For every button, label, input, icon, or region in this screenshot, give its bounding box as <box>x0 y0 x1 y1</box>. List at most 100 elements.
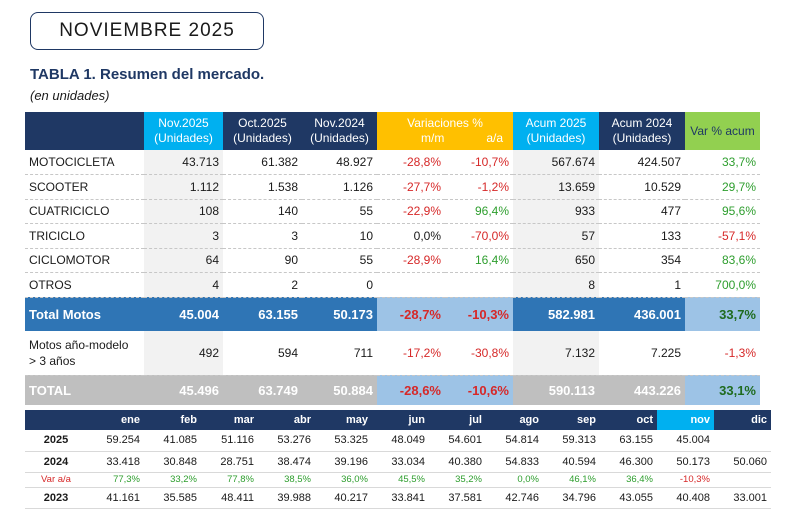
table-cell: 77,3% <box>87 472 144 488</box>
table-cell: 33.001 <box>714 487 771 509</box>
table-cell: 36,4% <box>600 472 657 488</box>
table-cell: 63.155 <box>223 297 302 331</box>
table-cell: Total Motos <box>25 297 144 331</box>
table-cell: 590.113 <box>513 375 599 405</box>
table-cell: oct <box>600 410 657 430</box>
table-cell: SCOOTER <box>25 174 144 200</box>
table-cell: 51.116 <box>201 430 258 452</box>
monthly-header-corner <box>25 410 87 430</box>
table-cell: 46,1% <box>543 472 600 488</box>
table-cell: ago <box>486 410 543 430</box>
table-cell <box>445 272 513 298</box>
table-cell: 45.004 <box>144 297 223 331</box>
table-cell: 140 <box>223 199 302 224</box>
table-cell: 54.601 <box>429 430 486 452</box>
table-cell: 55 <box>302 248 377 273</box>
header-acum2025: Acum 2025 (Unidades) <box>513 112 599 150</box>
table-cell: 33,1% <box>685 375 760 405</box>
table-cell: -70,0% <box>445 223 513 249</box>
table-cell: 63.749 <box>223 375 302 405</box>
monthly-row-2023: 2023 41.161 35.585 48.411 39.988 40.217 … <box>25 487 771 509</box>
table-cell <box>714 472 771 488</box>
table-row: MOTOCICLETA 43.713 61.382 48.927 -28,8% … <box>25 150 760 175</box>
table-cell: Motos año-modelo > 3 años <box>25 331 144 376</box>
table-cell: 54.833 <box>486 451 543 473</box>
table-cell: -1,2% <box>445 174 513 200</box>
table-cell: 43.055 <box>600 487 657 509</box>
table-cell: 29,7% <box>685 174 760 200</box>
table-cell: -57,1% <box>685 223 760 249</box>
table-cell: 4 <box>144 272 223 298</box>
table-cell: 33.034 <box>372 451 429 473</box>
table-cell: 37.581 <box>429 487 486 509</box>
table-cell: 1.126 <box>302 174 377 200</box>
table-cell: -17,2% <box>377 331 445 376</box>
table-cell: 7.225 <box>599 331 685 376</box>
table-cell: 38.474 <box>258 451 315 473</box>
table-cell: 59.313 <box>543 430 600 452</box>
table-cell: 424.507 <box>599 150 685 175</box>
table-cell: 40.217 <box>315 487 372 509</box>
table-cell: 2025 <box>25 430 87 452</box>
table-cell: 477 <box>599 199 685 224</box>
table-cell: 0,0% <box>377 223 445 249</box>
table-cell: TRICICLO <box>25 223 144 249</box>
table-cell: 96,4% <box>445 199 513 224</box>
table-cell: feb <box>144 410 201 430</box>
table-cell: 59.254 <box>87 430 144 452</box>
table-cell: -1,3% <box>685 331 760 376</box>
table-cell: TOTAL <box>25 375 144 405</box>
total-row: TOTAL 45.496 63.749 50.884 -28,6% -10,6%… <box>25 375 760 405</box>
table-cell: 34.796 <box>543 487 600 509</box>
table-cell: 41.085 <box>144 430 201 452</box>
table-cell: mar <box>201 410 258 430</box>
table-cell: 53.276 <box>258 430 315 452</box>
market-summary-table: Nov.2025 (Unidades) Oct.2025 (Unidades) No… <box>25 112 760 405</box>
table-header-row: Nov.2025 (Unidades) Oct.2025 (Unidades) No… <box>25 112 760 150</box>
table-cell: 64 <box>144 248 223 273</box>
table-cell: -30,8% <box>445 331 513 376</box>
table-cell: MOTOCICLETA <box>25 150 144 175</box>
table-cell: 50.060 <box>714 451 771 473</box>
table-row: CICLOMOTOR 64 90 55 -28,9% 16,4% 650 354… <box>25 248 760 273</box>
table-cell: -27,7% <box>377 174 445 200</box>
table-cell: 33.841 <box>372 487 429 509</box>
table-cell: CUATRICICLO <box>25 199 144 224</box>
table-cell: 30.848 <box>144 451 201 473</box>
table-cell: 10.529 <box>599 174 685 200</box>
table-cell: 1.538 <box>223 174 302 200</box>
table-cell: sep <box>543 410 600 430</box>
table-cell: 42.746 <box>486 487 543 509</box>
table-cell: 133 <box>599 223 685 249</box>
table-cell: 582.981 <box>513 297 599 331</box>
header-variaciones: Variaciones % m/m a/a <box>377 112 513 150</box>
table-cell: -28,8% <box>377 150 445 175</box>
table-cell: 50.884 <box>302 375 377 405</box>
table-cell: 10 <box>302 223 377 249</box>
table-cell: 650 <box>513 248 599 273</box>
table-cell: 40.594 <box>543 451 600 473</box>
table-cell: 46.300 <box>600 451 657 473</box>
table-cell: -10,6% <box>445 375 513 405</box>
table-cell <box>714 430 771 452</box>
table-cell: 8 <box>513 272 599 298</box>
total-motos-row: Total Motos 45.004 63.155 50.173 -28,7% … <box>25 297 760 331</box>
monthly-row-var: Var a/a 77,3% 33,2% 77,8% 38,5% 36,0% 45… <box>25 472 771 488</box>
monthly-header-row: ene feb mar abr may jun jul ago sep oct … <box>25 410 771 430</box>
table-cell: dic <box>714 410 771 430</box>
table-cell: 933 <box>513 199 599 224</box>
table-cell: 90 <box>223 248 302 273</box>
table-cell: 38,5% <box>258 472 315 488</box>
table-cell: 45.004 <box>657 430 714 452</box>
ano-modelo-row: Motos año-modelo > 3 años 492 594 711 -17… <box>25 331 760 376</box>
table-cell: 0,0% <box>486 472 543 488</box>
table-cell: 39.196 <box>315 451 372 473</box>
table-cell: -22,9% <box>377 199 445 224</box>
table-cell: 33.418 <box>87 451 144 473</box>
table-cell: jul <box>429 410 486 430</box>
table-cell: 3 <box>144 223 223 249</box>
table-cell: 39.988 <box>258 487 315 509</box>
table-row: SCOOTER 1.112 1.538 1.126 -27,7% -1,2% 1… <box>25 174 760 200</box>
table-cell: 48.927 <box>302 150 377 175</box>
table-cell: 492 <box>144 331 223 376</box>
